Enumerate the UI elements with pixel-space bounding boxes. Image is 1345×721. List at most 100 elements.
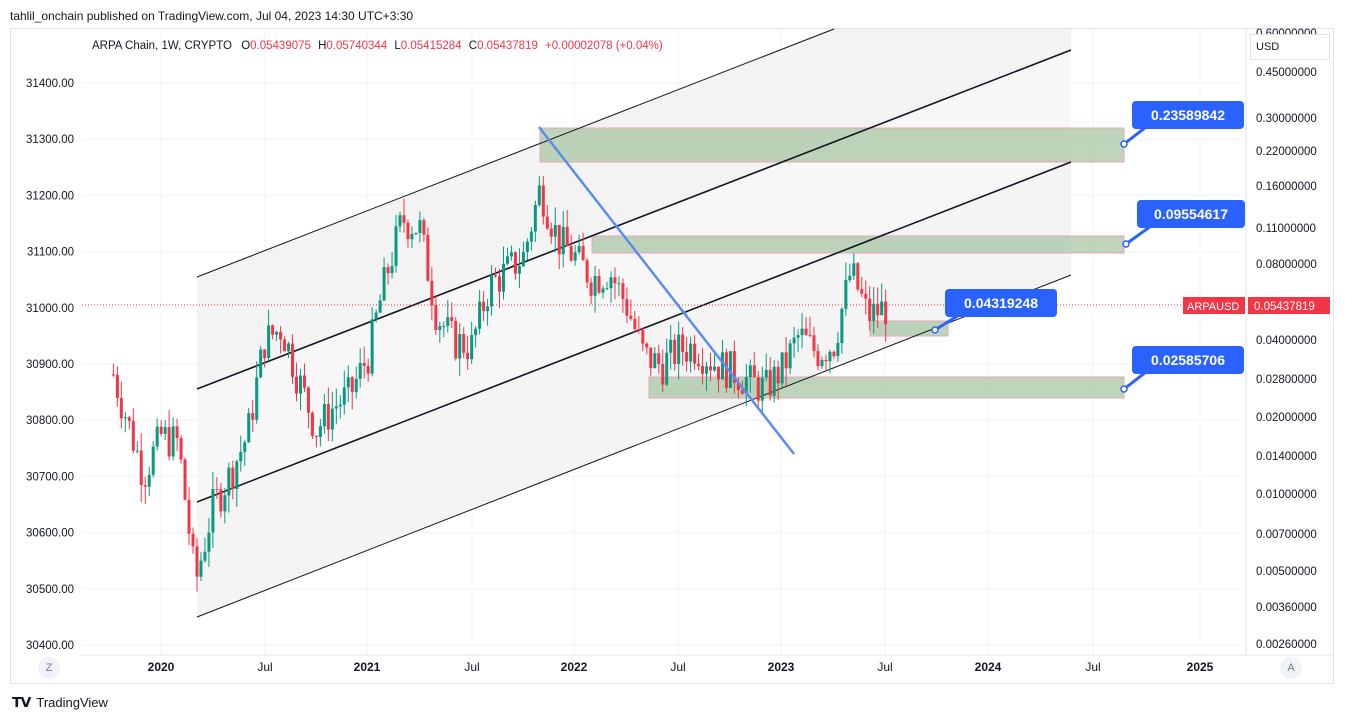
left-axis-tick-7: 30700.00	[26, 471, 74, 483]
x-axis-tick-10: 2025	[1187, 660, 1214, 674]
candle-body	[848, 275, 852, 281]
right-axis-tick-14: 0.00500000	[1256, 566, 1317, 578]
price-tag-bg	[1248, 297, 1330, 314]
candle-body	[434, 305, 438, 330]
candle-body	[418, 220, 422, 234]
candle-body	[864, 293, 868, 299]
channel-upper-mid-line	[196, 49, 1072, 390]
candle-body	[271, 325, 275, 335]
candle-body	[605, 288, 609, 290]
channel-lower-fill	[197, 162, 1071, 617]
candle-body	[545, 216, 549, 229]
candle-body	[322, 404, 326, 427]
candle-body	[211, 489, 215, 533]
candle-body	[227, 467, 231, 496]
level-callout-1: 0.09554617	[1122, 200, 1245, 248]
symbol-tag-bg	[1183, 297, 1245, 314]
candle-body	[661, 364, 665, 385]
candle-body	[617, 283, 621, 285]
candles-group	[111, 176, 888, 592]
candle-body	[191, 533, 195, 547]
tradingview-logo-icon: 𝗧𝗩	[12, 694, 31, 710]
candle-body	[872, 303, 876, 321]
candle-body	[482, 301, 486, 312]
candle-body	[151, 446, 155, 475]
candle-body	[856, 263, 860, 290]
candle-body	[127, 417, 131, 421]
candle-body	[502, 263, 506, 292]
candle-body	[147, 474, 151, 487]
candle-body	[525, 241, 529, 252]
candle-body	[884, 301, 888, 325]
callout-label: 0.02585706	[1151, 352, 1225, 368]
right-axis-tick-9: 0.02800000	[1256, 374, 1317, 386]
candle-body	[275, 331, 279, 335]
candle-body	[573, 252, 577, 261]
candle-body	[454, 320, 458, 359]
candle-body	[346, 377, 350, 388]
auto-scale-button[interactable]: A	[1280, 657, 1302, 679]
candle-body	[338, 404, 342, 407]
candle-body	[541, 185, 545, 217]
log-scale-button[interactable]: Z	[38, 657, 60, 679]
candle-body	[820, 359, 824, 367]
callout-box	[1132, 101, 1244, 129]
x-axis-tick-6: 2023	[768, 660, 795, 674]
candle-body	[832, 351, 836, 357]
candle-body	[601, 288, 605, 293]
candle-body	[251, 413, 255, 420]
callout-anchor	[1120, 385, 1128, 393]
candle-body	[111, 374, 115, 376]
callout-pointer	[1123, 125, 1147, 146]
x-axis-tick-9: Jul	[1085, 660, 1100, 674]
legend-l-label: L	[394, 40, 401, 52]
candle-body	[537, 185, 541, 206]
candle-body	[195, 546, 199, 577]
candle-body	[697, 363, 701, 367]
right-axis-tick-13: 0.00700000	[1256, 529, 1317, 541]
candle-body	[183, 459, 187, 500]
candle-body	[450, 317, 454, 321]
callout-label: 0.09554617	[1154, 206, 1228, 222]
candle-body	[804, 328, 808, 335]
candle-body	[231, 467, 235, 489]
legend-high: 0.05740344	[326, 40, 388, 52]
candle-body	[199, 560, 203, 577]
candle-body	[171, 426, 175, 457]
candle-body	[207, 532, 211, 552]
candle-body	[764, 369, 768, 378]
candle-body	[330, 408, 334, 430]
x-axis-tick-1: Jul	[257, 660, 272, 674]
candle-body	[314, 435, 318, 437]
candle-body	[629, 315, 633, 319]
candle-body	[187, 499, 191, 534]
candle-body	[565, 226, 569, 247]
left-axis-tick-0: 31400.00	[26, 78, 74, 90]
right-axis-tick-8: 0.04000000	[1256, 335, 1317, 347]
legend-c-label: C	[468, 40, 478, 52]
currency-selector[interactable]: USD	[1250, 34, 1330, 60]
candle-body	[123, 417, 127, 419]
candle-body	[470, 335, 474, 360]
candle-body	[756, 377, 760, 401]
candle-body	[649, 347, 653, 369]
candle-body	[868, 298, 872, 321]
candle-body	[378, 300, 382, 313]
x-axis-tick-8: 2024	[975, 660, 1002, 674]
candle-body	[716, 366, 720, 380]
price-tag: 0.05437819	[1254, 301, 1315, 313]
candle-body	[306, 387, 310, 413]
candle-body	[291, 343, 295, 377]
candle-body	[370, 319, 374, 374]
candle-body	[637, 329, 641, 331]
candle-body	[880, 301, 884, 316]
candle-body	[302, 375, 306, 388]
candle-body	[398, 215, 402, 227]
level-callout-2: 0.04319248	[931, 289, 1057, 334]
candle-body	[705, 366, 709, 374]
candle-body	[326, 404, 330, 430]
candle-body	[235, 461, 239, 489]
candle-body	[816, 351, 820, 367]
candle-body	[792, 337, 796, 344]
